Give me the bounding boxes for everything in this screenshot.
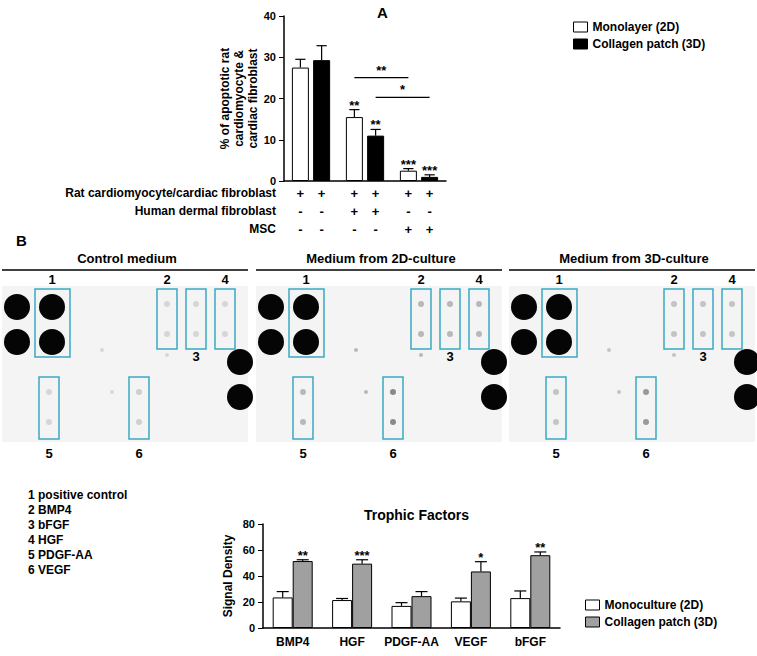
svg-text:3: 3: [446, 349, 453, 364]
svg-text:30: 30: [264, 51, 276, 63]
svg-text:Monolayer (2D): Monolayer (2D): [593, 20, 680, 34]
svg-text:10: 10: [264, 134, 276, 146]
svg-text:BMP4: BMP4: [276, 635, 310, 649]
svg-text:HGF: HGF: [339, 635, 364, 649]
svg-text:-: -: [373, 222, 377, 237]
svg-text:3: 3: [192, 349, 199, 364]
svg-text:-: -: [352, 222, 356, 237]
svg-text:1: 1: [48, 272, 55, 287]
svg-text:Signal Density: Signal Density: [221, 534, 235, 617]
svg-text:-: -: [298, 222, 302, 237]
svg-text:**: **: [349, 98, 360, 113]
svg-text:1: 1: [302, 272, 309, 287]
svg-text:**: **: [376, 63, 387, 78]
svg-text:0: 0: [270, 175, 276, 187]
svg-text:6: 6: [642, 446, 649, 461]
svg-text:40: 40: [264, 10, 276, 22]
svg-text:20: 20: [264, 93, 276, 105]
svg-text:***: ***: [401, 157, 417, 172]
svg-text:Collagen patch (3D): Collagen patch (3D): [593, 37, 706, 51]
svg-text:*: *: [400, 82, 406, 97]
svg-text:Trophic Factors: Trophic Factors: [364, 507, 469, 523]
svg-text:Medium from 2D-culture: Medium from 2D-culture: [306, 251, 456, 266]
svg-text:% of apoptotic rat: % of apoptotic rat: [218, 48, 232, 149]
svg-text:-: -: [406, 204, 410, 219]
svg-text:bFGF: bFGF: [515, 635, 546, 649]
svg-text:Control medium: Control medium: [77, 251, 177, 266]
svg-text:Rat cardiomyocyte/cardiac fibr: Rat cardiomyocyte/cardiac fibroblast: [65, 186, 276, 200]
svg-text:Human dermal fibroblast: Human dermal fibroblast: [135, 204, 276, 218]
svg-text:-: -: [427, 204, 431, 219]
svg-text:2: 2: [417, 272, 424, 287]
svg-text:+: +: [372, 186, 380, 201]
svg-text:+: +: [426, 186, 434, 201]
svg-text:Medium from 3D-culture: Medium from 3D-culture: [559, 251, 709, 266]
svg-text:Collagen patch (3D): Collagen patch (3D): [605, 615, 718, 629]
svg-text:**: **: [298, 548, 309, 563]
svg-text:20: 20: [243, 596, 255, 608]
svg-text:1 positive control: 1 positive control: [28, 488, 127, 502]
svg-text:4: 4: [728, 272, 736, 287]
svg-text:+: +: [426, 222, 434, 237]
svg-text:6: 6: [135, 446, 142, 461]
svg-text:0: 0: [249, 622, 255, 634]
svg-text:*: *: [478, 550, 484, 565]
svg-text:+: +: [297, 186, 305, 201]
svg-text:+: +: [318, 186, 326, 201]
svg-text:***: ***: [422, 163, 438, 178]
svg-text:PDGF-AA: PDGF-AA: [384, 635, 439, 649]
svg-text:1: 1: [555, 272, 562, 287]
svg-text:3: 3: [699, 349, 706, 364]
svg-text:5: 5: [45, 446, 52, 461]
svg-text:VEGF: VEGF: [455, 635, 488, 649]
svg-text:2 BMP4: 2 BMP4: [28, 503, 72, 517]
svg-text:4 HGF: 4 HGF: [28, 533, 63, 547]
svg-text:5: 5: [552, 446, 559, 461]
svg-text:6: 6: [389, 446, 396, 461]
svg-text:MSC: MSC: [249, 222, 276, 236]
svg-text:**: **: [371, 117, 382, 132]
svg-text:40: 40: [243, 570, 255, 582]
svg-text:+: +: [372, 204, 380, 219]
svg-text:A: A: [377, 4, 388, 21]
svg-text:3 bFGF: 3 bFGF: [28, 518, 69, 532]
svg-text:cardiomyocyte &: cardiomyocyte &: [232, 50, 246, 147]
svg-text:+: +: [405, 222, 413, 237]
svg-text:+: +: [351, 204, 359, 219]
svg-text:***: ***: [355, 548, 371, 563]
svg-text:4: 4: [221, 272, 229, 287]
svg-text:-: -: [298, 204, 302, 219]
svg-text:5 PDGF-AA: 5 PDGF-AA: [28, 548, 93, 562]
svg-text:B: B: [16, 232, 27, 249]
svg-text:2: 2: [163, 272, 170, 287]
svg-text:60: 60: [243, 544, 255, 556]
svg-text:+: +: [351, 186, 359, 201]
svg-text:cardiac fibroblast: cardiac fibroblast: [246, 48, 260, 148]
svg-text:2: 2: [670, 272, 677, 287]
svg-text:**: **: [535, 540, 546, 555]
svg-text:-: -: [319, 204, 323, 219]
svg-text:6 VEGF: 6 VEGF: [28, 563, 71, 577]
svg-text:80: 80: [243, 518, 255, 530]
svg-text:5: 5: [299, 446, 306, 461]
svg-text:-: -: [319, 222, 323, 237]
svg-text:Monoculture (2D): Monoculture (2D): [605, 598, 704, 612]
svg-text:4: 4: [475, 272, 483, 287]
svg-text:+: +: [405, 186, 413, 201]
